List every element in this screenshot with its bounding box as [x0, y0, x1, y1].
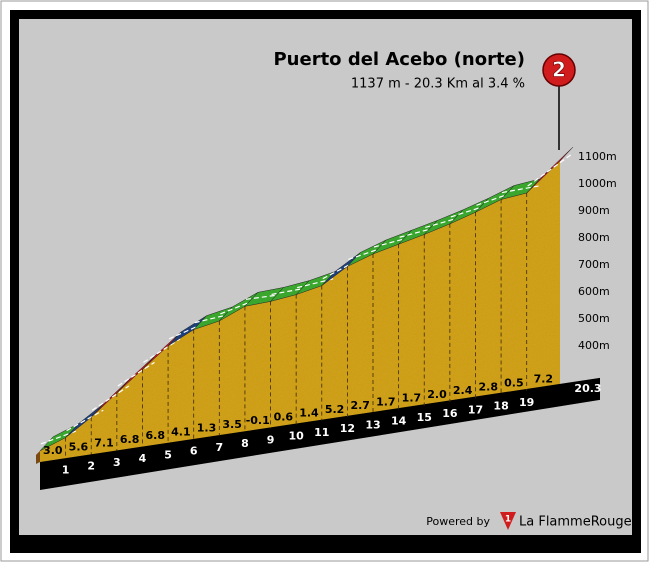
km-label: 17 [468, 403, 483, 416]
category-label: 2 [552, 58, 566, 82]
gradient-label: 6.8 [120, 433, 140, 446]
segment-dash [501, 185, 539, 194]
km-label: 19 [519, 396, 534, 409]
gradient-label: 5.2 [325, 403, 345, 416]
km-label: 3 [113, 456, 121, 469]
y-tick-label: 1100m [578, 150, 617, 163]
segment-dash [245, 293, 283, 300]
gradient-label: -0.1 [246, 414, 270, 427]
km-label: 14 [391, 415, 407, 428]
y-tick-label: 600m [578, 285, 610, 298]
km-label: 5 [164, 448, 172, 461]
gradient-label: 4.1 [171, 425, 191, 438]
gradient-label: 2.4 [453, 384, 473, 397]
gradient-label: 1.7 [376, 395, 396, 408]
title: Puerto del Acebo (norte) [273, 49, 525, 70]
segment-dash [91, 385, 130, 411]
km-label: 6 [190, 445, 198, 458]
category-badge [542, 53, 576, 87]
gradient-label: 3.5 [222, 418, 242, 431]
km-label: 4 [139, 452, 147, 465]
km-label: 9 [267, 433, 275, 446]
gradient-label: 5.6 [69, 440, 89, 453]
gradient-label: 0.6 [274, 410, 294, 423]
gradient-label: 3.0 [43, 444, 63, 457]
gradient-label: 0.5 [504, 377, 524, 390]
gradient-label: 1.4 [299, 407, 319, 420]
subtitle: 1137 m - 20.3 Km al 3.4 % [351, 77, 525, 92]
km-label: 1 [62, 463, 70, 476]
km-label: 15 [417, 411, 432, 424]
y-tick-label: 400m [578, 339, 610, 352]
y-tick-label: 900m [578, 204, 610, 217]
segment-dash [527, 153, 573, 187]
km-label: 10 [289, 430, 305, 443]
powered-by: Powered by [426, 515, 490, 528]
gradient-label: 1.7 [402, 392, 422, 405]
km-label: 16 [442, 407, 458, 420]
km-label: 20.3 [574, 382, 601, 395]
km-label: 2 [87, 460, 95, 473]
km-label: 8 [241, 437, 249, 450]
gradient-label: 6.8 [146, 429, 166, 442]
km-label: 18 [493, 400, 508, 413]
segment-dash [373, 236, 411, 248]
gradient-label: 1.3 [197, 422, 217, 435]
brand: La FlammeRouge [519, 515, 632, 530]
segment-dash [194, 313, 232, 324]
km-label: 7 [215, 441, 223, 454]
segment-dash [66, 409, 104, 432]
gradient-label: 2.0 [427, 388, 447, 401]
segment-dash [271, 287, 309, 296]
gradient-label: 2.8 [479, 380, 499, 393]
y-tick-label: 1000m [578, 177, 617, 190]
segment-dash [117, 361, 155, 387]
profile: 3.0 5.6 7.1 6.8 6.8 4.1 1.3 3.5 -0.1 0.6 1.4 5.2 2.7… [36, 146, 617, 490]
y-tick-label: 500m [578, 312, 610, 325]
segment-dash [425, 216, 463, 229]
km-label: 11 [314, 426, 329, 439]
segment-dash [297, 278, 334, 289]
logo-text: 1 [505, 515, 511, 525]
km-label: 13 [365, 418, 380, 431]
y-tick-label: 800m [578, 231, 610, 244]
y-tick-label: 700m [578, 258, 610, 271]
logo-shape [500, 512, 516, 530]
base-strip [40, 377, 600, 490]
gradient-label: 7.2 [534, 372, 554, 385]
segment-dash [143, 338, 181, 363]
gradient-label: 7.1 [94, 437, 114, 450]
segment-dash [399, 226, 437, 238]
km-label: 12 [340, 422, 355, 435]
profile-side [36, 450, 40, 464]
profile-face [40, 161, 560, 462]
gradient-label: 2.7 [350, 399, 370, 412]
